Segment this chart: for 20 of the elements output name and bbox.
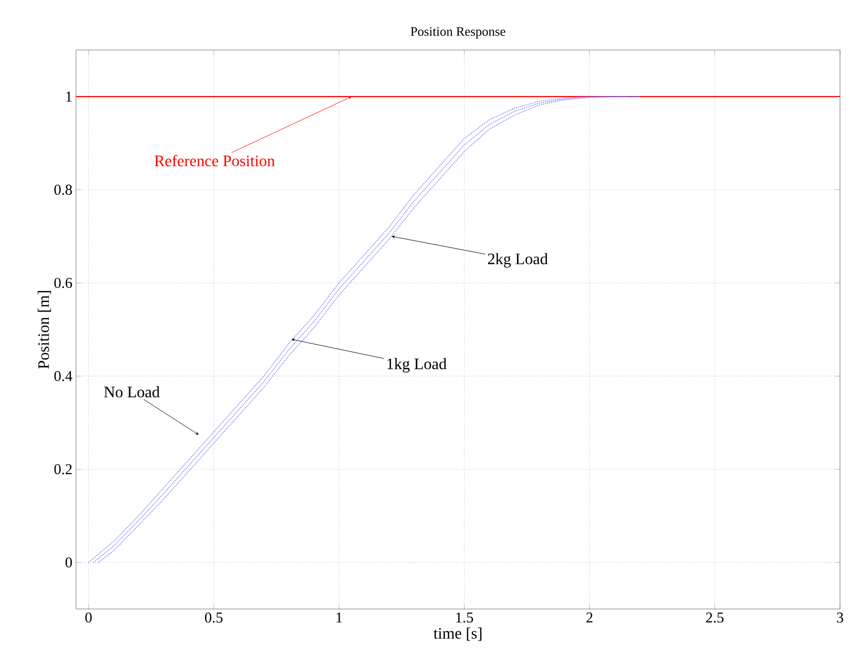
x-tick-label: 1 xyxy=(336,612,342,622)
y-tick-label: 0.4 xyxy=(54,371,72,382)
x-axis-title: time [s] xyxy=(434,628,482,641)
x-tick-label: 3 xyxy=(836,612,844,623)
y-tick-label: 1 xyxy=(66,92,72,102)
y-tick-label: 0.8 xyxy=(54,184,72,195)
y-tick-label: 0 xyxy=(66,557,72,568)
annotation: 2kg Load xyxy=(488,253,548,268)
x-tick-label: 1.5 xyxy=(456,612,474,623)
x-tick-label: 0.5 xyxy=(204,612,223,623)
y-axis-title: Position [m] xyxy=(38,291,51,369)
annotation: 1kg Load xyxy=(388,358,447,373)
annotation: Reference Position xyxy=(154,154,275,166)
x-tick-label: 0 xyxy=(85,612,92,623)
annotation: No Load xyxy=(104,386,160,398)
y-tick-label: 0.6 xyxy=(54,278,72,288)
x-tick-label: 2.5 xyxy=(706,612,724,623)
x-tick-label: 2 xyxy=(586,612,592,622)
chart-title: Position Response xyxy=(410,27,506,38)
y-tick-label: 0.2 xyxy=(54,464,72,474)
